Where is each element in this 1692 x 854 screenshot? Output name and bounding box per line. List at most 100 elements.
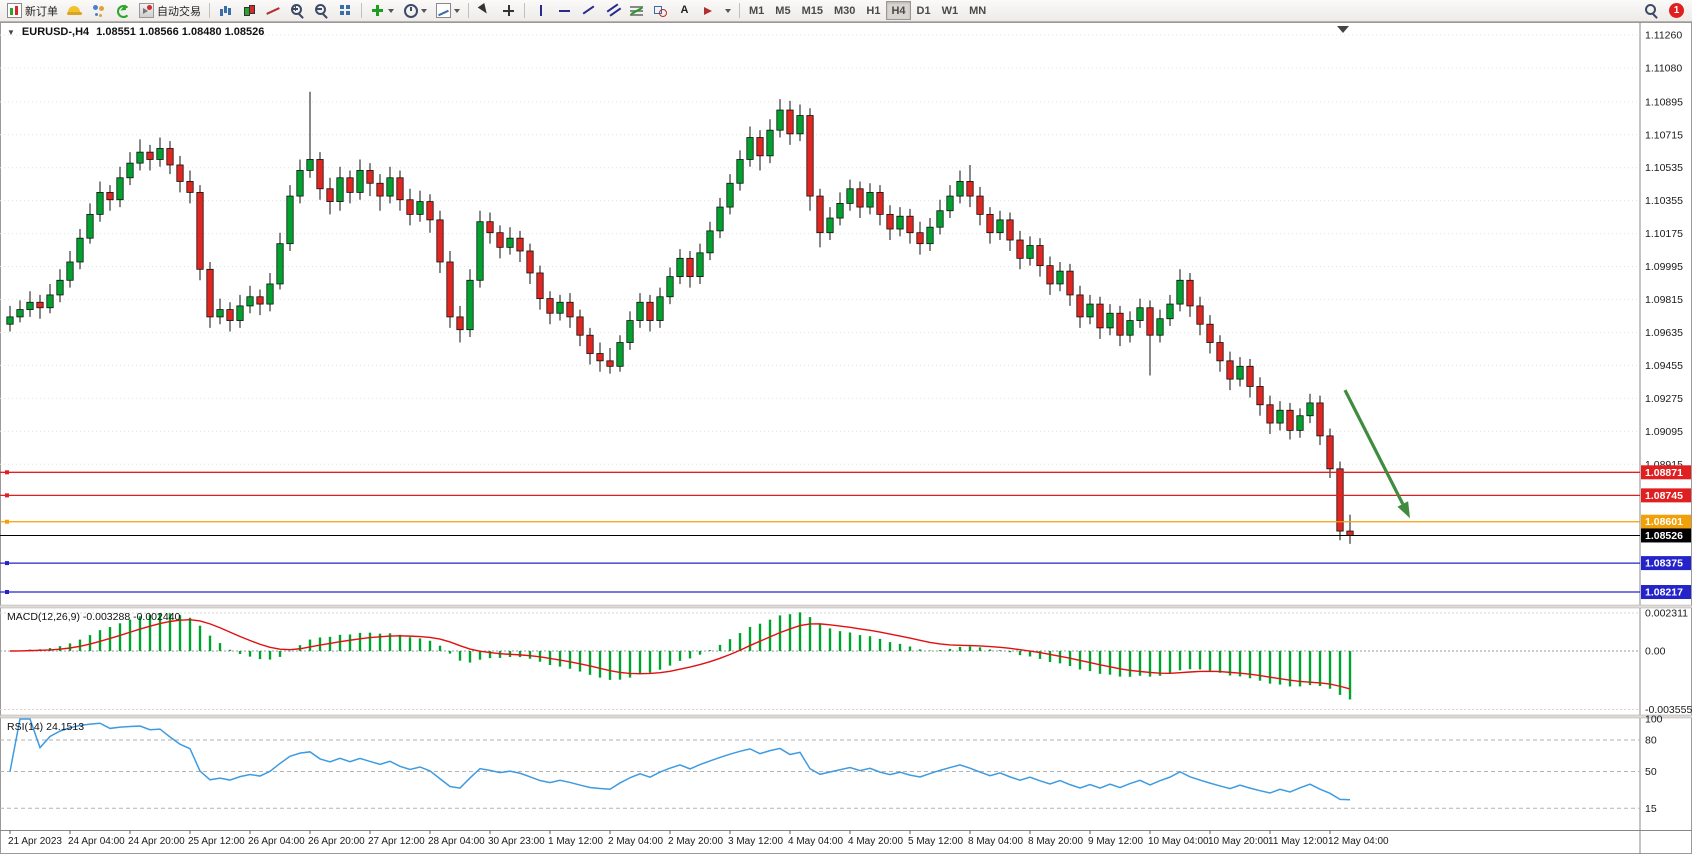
price-lines: 1.08871 1.08745 1.08601 1.08526 1.08375 1.082…: [0, 465, 1691, 600]
candles[interactable]: [6, 91, 1354, 544]
time-axis-label: 28 Apr 04:00: [428, 836, 485, 847]
refresh-button[interactable]: [111, 1, 134, 20]
panel-separator[interactable]: [0, 604, 1692, 609]
time-axis-label: 26 Apr 20:00: [308, 836, 365, 847]
tile-windows-icon: [338, 3, 353, 18]
candle-body: [866, 192, 874, 208]
candle-body: [1196, 305, 1204, 325]
rsi-axis-label: 50: [1645, 766, 1657, 778]
candle-body: [836, 203, 844, 219]
line-handle[interactable]: [5, 561, 9, 566]
community-button[interactable]: [87, 1, 110, 20]
cursor-icon: [477, 3, 492, 18]
templates-button[interactable]: [432, 1, 464, 20]
timeframe-button-m30[interactable]: M30: [829, 1, 860, 20]
timeframe-button-h4[interactable]: H4: [886, 1, 911, 20]
candle-body: [1086, 303, 1094, 318]
candle-body: [326, 188, 334, 202]
channel-button[interactable]: [601, 1, 624, 20]
candle-body: [1296, 415, 1304, 431]
timeframe-button-d1[interactable]: D1: [912, 1, 936, 20]
periods-button[interactable]: [399, 1, 431, 20]
candle-body: [936, 210, 944, 228]
candle-body: [566, 301, 574, 318]
new-order-label: 新订单: [25, 5, 58, 18]
objects-dropdown-button[interactable]: [721, 1, 735, 20]
timeframe-button-m5[interactable]: M5: [770, 1, 795, 20]
fibonacci-button[interactable]: [625, 1, 648, 20]
price-badge: [1641, 488, 1691, 503]
line-handle[interactable]: [5, 519, 9, 524]
trend-arrow-head[interactable]: [1397, 501, 1410, 519]
metaeditor-button[interactable]: [63, 1, 86, 20]
candlestick-chart-icon: [242, 3, 257, 18]
timeframe-button-m15[interactable]: M15: [797, 1, 828, 20]
bar-chart-icon: [218, 3, 233, 18]
candle-body: [576, 316, 584, 336]
line-chart-button[interactable]: [262, 1, 285, 20]
tile-windows-button[interactable]: [334, 1, 357, 20]
trendline-button[interactable]: [577, 1, 600, 20]
trendline-icon: [581, 3, 596, 18]
notifications-badge[interactable]: 1: [1669, 3, 1684, 18]
candle-body: [596, 353, 604, 362]
autotrading-button[interactable]: 自动交易: [135, 1, 205, 20]
zoom-out-button[interactable]: [310, 1, 333, 20]
panel-separator[interactable]: [0, 714, 1692, 719]
chart-shift-marker[interactable]: [1337, 26, 1349, 33]
zoom-in-button[interactable]: [286, 1, 309, 20]
price-axis-label: 1.11080: [1645, 62, 1682, 74]
candle-body: [506, 237, 514, 248]
candle-body: [146, 151, 154, 160]
search-button[interactable]: [1640, 1, 1663, 20]
candle-body: [976, 195, 984, 215]
timeframe-button-w1[interactable]: W1: [937, 1, 964, 20]
new-order-button[interactable]: 新订单: [3, 1, 62, 20]
candle-body: [986, 213, 994, 234]
candle-body: [766, 129, 774, 157]
price-badge: [1641, 514, 1691, 529]
indicators-button[interactable]: [366, 1, 398, 20]
chart-canvas[interactable]: 1.11260 1.11080 1.10895 1.10715 1.10535 1.103…: [0, 22, 1692, 854]
candle-body: [406, 199, 414, 215]
arrow-tool-button[interactable]: [697, 1, 720, 20]
template-icon: [436, 3, 451, 18]
time-axis-label: 24 Apr 04:00: [68, 836, 125, 847]
time-axis-label: 2 May 20:00: [668, 836, 723, 847]
timeframe-button-mn[interactable]: MN: [964, 1, 991, 20]
candle-body: [586, 334, 594, 354]
time-axis-label: 1 May 12:00: [548, 836, 603, 847]
line-handle[interactable]: [5, 470, 9, 475]
macd-panel: 0.002311 0.00 -0.003555: [0, 608, 1692, 716]
line-handle[interactable]: [5, 493, 9, 498]
bar-chart-button[interactable]: [214, 1, 237, 20]
time-axis-label: 12 May 04:00: [1328, 836, 1389, 847]
candle-body: [1216, 342, 1224, 362]
trend-arrow[interactable]: [1343, 389, 1405, 505]
line-handle[interactable]: [5, 590, 9, 595]
candlestick-chart-button[interactable]: [238, 1, 261, 20]
price-axis-label: 1.09455: [1645, 360, 1683, 372]
cursor-button[interactable]: [473, 1, 496, 20]
candle-body: [456, 316, 464, 331]
candle-body: [366, 170, 374, 184]
candle-body: [1156, 318, 1164, 336]
price-badge-label: 1.08217: [1645, 587, 1683, 599]
price-axis-label: 1.09635: [1645, 327, 1683, 339]
vertical-line-button[interactable]: [529, 1, 552, 20]
price-axis-label: 1.10715: [1645, 129, 1683, 141]
candle-body: [266, 283, 274, 305]
candle-body: [386, 177, 394, 197]
shapes-button[interactable]: [649, 1, 672, 20]
candle-body: [396, 177, 404, 201]
timeframe-button-m1[interactable]: M1: [744, 1, 769, 20]
timeframe-button-h1[interactable]: H1: [861, 1, 885, 20]
rsi-axis-label: 100: [1645, 714, 1663, 726]
candle-body: [646, 301, 654, 321]
time-axis[interactable]: 21 Apr 2023 24 Apr 04:00 24 Apr 20:00 25 Ap…: [8, 830, 1389, 847]
candle-body: [796, 115, 804, 135]
candle-body: [856, 188, 864, 208]
crosshair-button[interactable]: [497, 1, 520, 20]
horizontal-line-button[interactable]: [553, 1, 576, 20]
text-tool-button[interactable]: A: [673, 1, 696, 20]
